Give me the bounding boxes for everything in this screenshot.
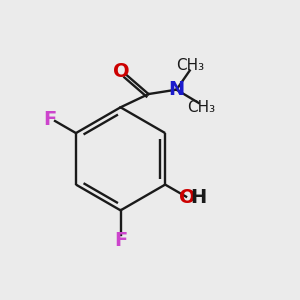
Text: F: F [43, 110, 56, 129]
Text: CH₃: CH₃ [187, 100, 215, 115]
Text: F: F [114, 231, 127, 250]
Text: CH₃: CH₃ [176, 58, 204, 73]
Text: N: N [168, 80, 184, 99]
Text: O: O [179, 188, 196, 207]
Text: H: H [190, 188, 207, 207]
Text: O: O [113, 62, 130, 81]
